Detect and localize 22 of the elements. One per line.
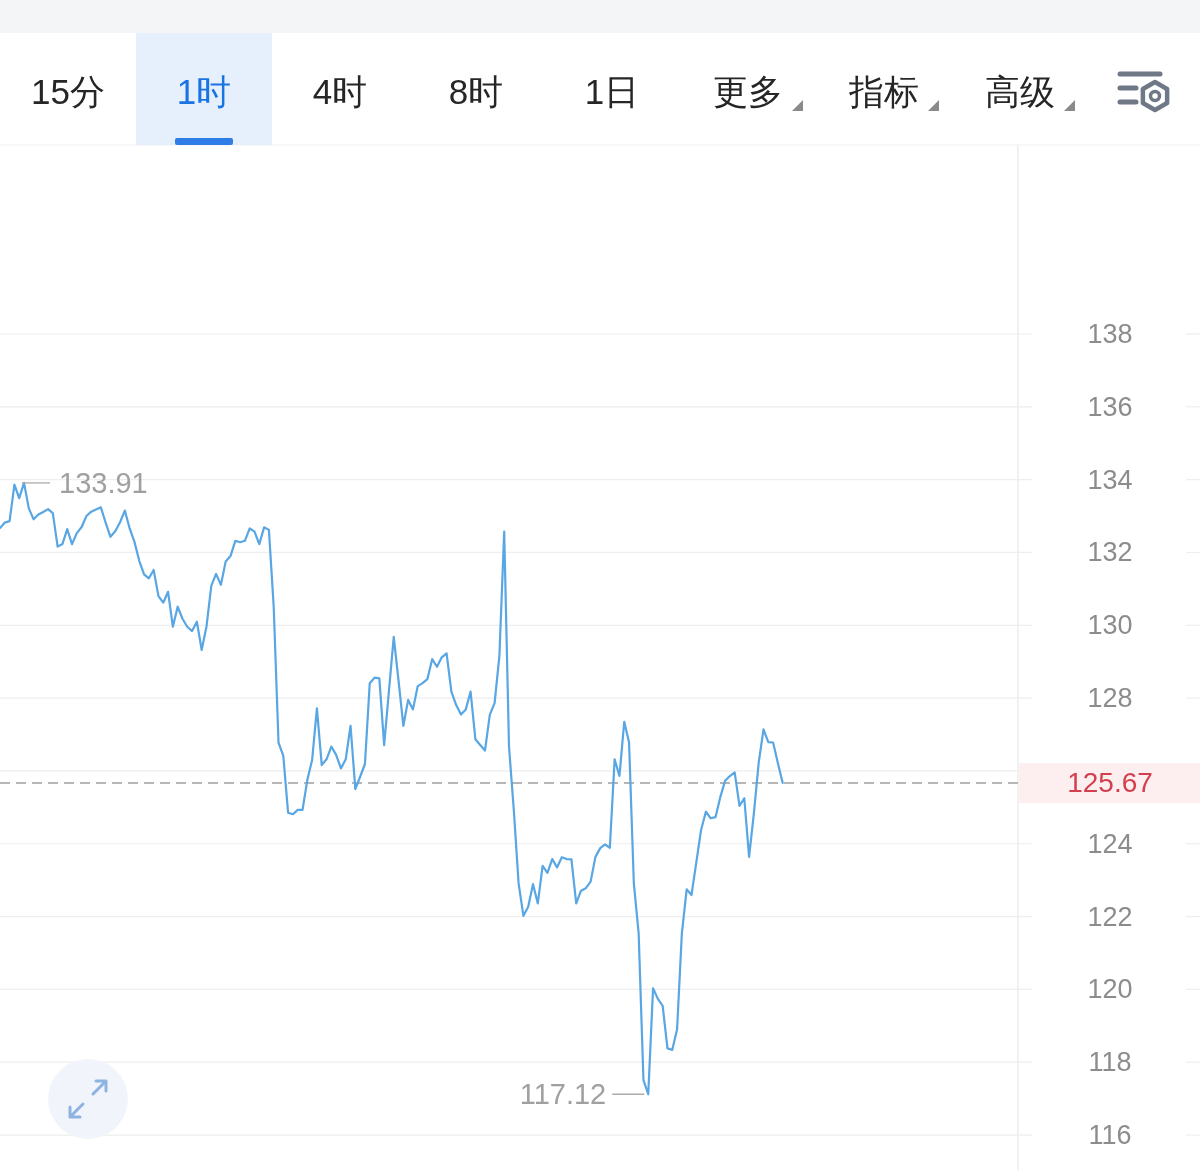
text: 15分 — [31, 71, 105, 111]
ref-line-label: 125.67 — [1067, 767, 1153, 799]
y-tick-label: 128 — [1087, 683, 1133, 714]
y-tick-label: 120 — [1087, 974, 1133, 1005]
y-tick-label: 122 — [1087, 901, 1133, 932]
y-tick-label: 136 — [1087, 391, 1133, 422]
annotation: 117.12 — [519, 1078, 607, 1111]
text: 高级 — [985, 71, 1055, 111]
text: 1时 — [176, 71, 232, 111]
text: 指标 — [848, 71, 919, 111]
y-tick-label: 130 — [1087, 610, 1133, 641]
annotation: 133.91 — [59, 466, 148, 499]
y-tick-label: 138 — [1087, 318, 1133, 349]
text: 8时 — [448, 71, 504, 111]
text: 1日 — [584, 71, 640, 111]
y-tick-label: 124 — [1087, 828, 1133, 859]
text: 更多 — [713, 71, 783, 111]
y-tick-label: 134 — [1087, 464, 1133, 495]
y-tick-label: 132 — [1087, 537, 1133, 568]
y-tick-label: 118 — [1088, 1047, 1132, 1078]
text: 4时 — [312, 71, 368, 111]
y-tick-label: 116 — [1088, 1120, 1132, 1151]
